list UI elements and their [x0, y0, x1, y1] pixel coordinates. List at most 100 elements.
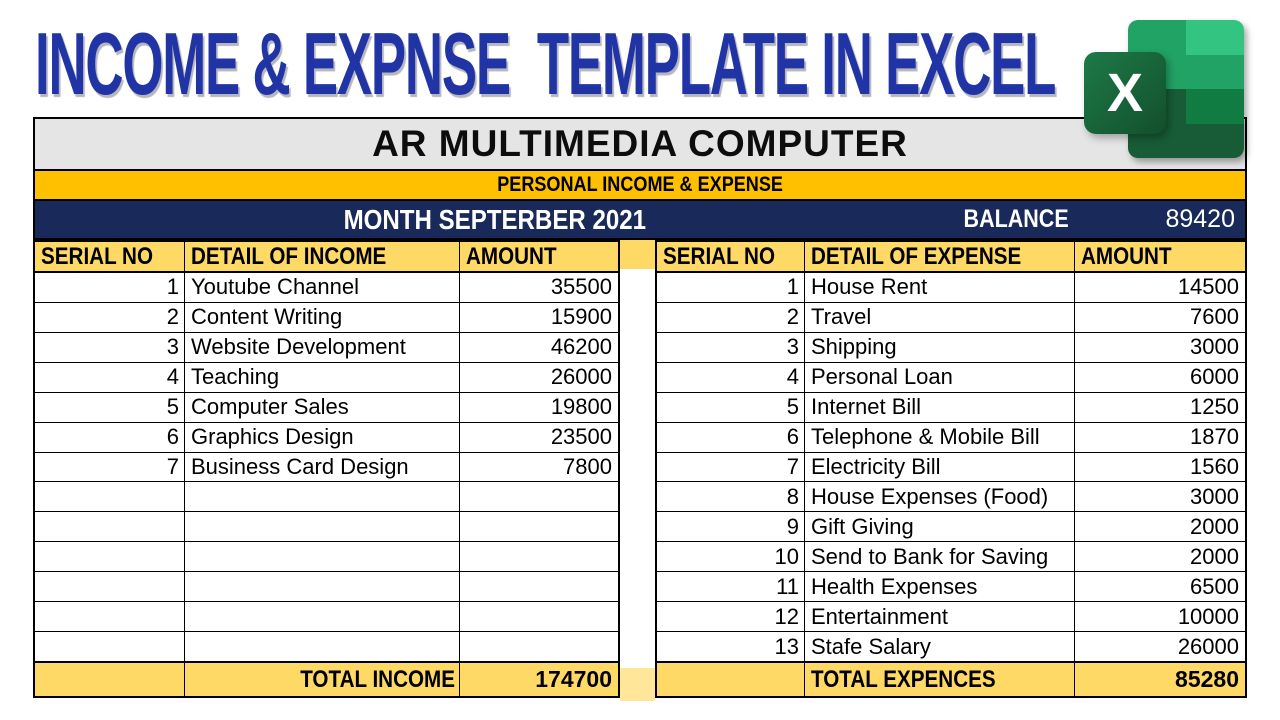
- expense-detail-cell: Entertainment: [805, 602, 1075, 632]
- income-table: SERIAL NO DETAIL OF INCOME AMOUNT 1 Youtu…: [33, 240, 620, 698]
- income-table-row: [35, 572, 618, 603]
- expense-table-row: 1 House Rent 14500: [657, 273, 1245, 303]
- income-amount-cell: [460, 632, 618, 661]
- income-header-serial: SERIAL NO: [35, 242, 185, 271]
- expense-table-row: 2 Travel 7600: [657, 302, 1245, 333]
- expense-table-row: 6 Telephone & Mobile Bill 1870: [657, 422, 1245, 453]
- income-serial-cell: 5: [35, 392, 185, 422]
- excel-x-icon: X: [1084, 52, 1166, 134]
- income-detail-cell: Teaching: [185, 362, 460, 392]
- expense-detail-cell: Travel: [805, 302, 1075, 332]
- expense-serial-cell: 11: [657, 572, 805, 602]
- expense-total-row: TOTAL EXPENCES 85280: [657, 661, 1245, 696]
- expense-table-row: 5 Internet Bill 1250: [657, 392, 1245, 423]
- income-serial-cell: 1: [35, 273, 185, 302]
- expense-table-row: 7 Electricity Bill 1560: [657, 452, 1245, 483]
- income-detail-cell: [185, 572, 460, 602]
- expense-header-serial: SERIAL NO: [657, 242, 805, 271]
- expense-serial-cell: 9: [657, 512, 805, 542]
- expense-amount-cell: 6500: [1190, 573, 1239, 599]
- income-amount-cell: [460, 512, 618, 541]
- expense-total-label: TOTAL EXPENCES: [805, 663, 1075, 696]
- expense-table-row: 11 Health Expenses 6500: [657, 572, 1245, 603]
- expense-serial-cell: 6: [657, 422, 805, 452]
- expense-header-detail: DETAIL OF EXPENSE: [805, 242, 1075, 271]
- expense-detail-cell: Gift Giving: [805, 512, 1075, 542]
- expense-serial-cell: 12: [657, 602, 805, 632]
- income-table-body: 1 Youtube Channel 35500 2 Content Writing 159…: [35, 273, 618, 661]
- subtitle-bar: PERSONAL INCOME & EXPENSE: [33, 171, 1247, 201]
- income-serial-cell: [35, 482, 185, 512]
- tables-row: SERIAL NO DETAIL OF INCOME AMOUNT 1 Youtu…: [33, 240, 1247, 701]
- gap-middle: [620, 269, 655, 665]
- expense-amount-cell: 7600: [1190, 304, 1239, 330]
- expense-table-row: 3 Shipping 3000: [657, 332, 1245, 363]
- income-serial-cell: [35, 632, 185, 661]
- income-table-row: [35, 632, 618, 661]
- income-total-empty-cell: [35, 663, 185, 696]
- expense-table-row: 13 Stafe Salary 26000: [657, 632, 1245, 661]
- expense-detail-cell: Electricity Bill: [805, 452, 1075, 482]
- month-label: MONTH SEPTERBER 2021: [343, 203, 647, 235]
- expense-amount-cell: 14500: [1177, 274, 1239, 300]
- income-detail-cell: [185, 512, 460, 542]
- table-gap-column: [620, 240, 655, 701]
- income-header-amount: AMOUNT: [466, 242, 557, 270]
- income-detail-cell: Website Development: [185, 332, 460, 362]
- expense-amount-cell: 2000: [1190, 513, 1239, 539]
- expense-serial-cell: 4: [657, 362, 805, 392]
- expense-amount-cell: 1870: [1190, 424, 1239, 450]
- expense-detail-cell: Telephone & Mobile Bill: [805, 422, 1075, 452]
- income-amount-cell: [460, 542, 618, 571]
- income-detail-cell: Computer Sales: [185, 392, 460, 422]
- expense-serial-cell: 1: [657, 273, 805, 302]
- income-amount-cell: 26000: [550, 364, 612, 390]
- income-serial-cell: 4: [35, 362, 185, 392]
- income-detail-cell: Youtube Channel: [185, 273, 460, 302]
- income-serial-cell: [35, 512, 185, 542]
- income-header-detail: DETAIL OF INCOME: [185, 242, 460, 271]
- expense-total-value: 85280: [1175, 666, 1239, 692]
- expense-total-empty-cell: [657, 663, 805, 696]
- page-title: INCOME & EXPNSE TEMPLATE IN EXCEL: [35, 14, 1095, 113]
- gap-footer-cap: [620, 668, 655, 701]
- income-table-row: 1 Youtube Channel 35500: [35, 273, 618, 303]
- income-table-row: 6 Graphics Design 23500: [35, 422, 618, 453]
- expense-table-body: 1 House Rent 14500 2 Travel 7600 3 Shipping 3000…: [657, 273, 1245, 661]
- expense-serial-cell: 8: [657, 482, 805, 512]
- income-amount-cell: 19800: [550, 394, 612, 420]
- expense-table-header: SERIAL NO DETAIL OF EXPENSE AMOUNT: [657, 242, 1245, 273]
- expense-amount-cell: 1250: [1190, 394, 1239, 420]
- income-table-row: 3 Website Development 46200: [35, 332, 618, 363]
- expense-amount-cell: 6000: [1190, 364, 1239, 390]
- expense-detail-cell: Send to Bank for Saving: [805, 542, 1075, 572]
- income-serial-cell: 6: [35, 422, 185, 452]
- income-table-row: [35, 602, 618, 633]
- income-detail-cell: [185, 632, 460, 661]
- expense-header-amount: AMOUNT: [1081, 242, 1172, 270]
- expense-detail-cell: Shipping: [805, 332, 1075, 362]
- income-amount-cell: [460, 572, 618, 601]
- excel-sheet-bands: [1186, 20, 1244, 158]
- income-total-value: 174700: [535, 666, 612, 692]
- expense-amount-cell: 3000: [1190, 334, 1239, 360]
- expense-amount-cell: 2000: [1190, 543, 1239, 569]
- income-amount-cell: 46200: [550, 334, 612, 360]
- expense-amount-cell: 26000: [1177, 633, 1239, 659]
- expense-amount-cell: 3000: [1190, 483, 1239, 509]
- month-balance-bar: MONTH SEPTERBER 2021 BALANCE 89420: [33, 201, 1247, 240]
- income-detail-cell: Graphics Design: [185, 422, 460, 452]
- expense-table-row: 9 Gift Giving 2000: [657, 512, 1245, 543]
- income-table-header: SERIAL NO DETAIL OF INCOME AMOUNT: [35, 242, 618, 273]
- income-serial-cell: 2: [35, 302, 185, 332]
- expense-detail-cell: Health Expenses: [805, 572, 1075, 602]
- expense-table: SERIAL NO DETAIL OF EXPENSE AMOUNT 1 Hous…: [655, 240, 1247, 698]
- expense-serial-cell: 3: [657, 332, 805, 362]
- expense-detail-cell: Stafe Salary: [805, 632, 1075, 661]
- income-amount-cell: 35500: [550, 274, 612, 300]
- income-table-row: [35, 482, 618, 513]
- income-serial-cell: [35, 542, 185, 572]
- spreadsheet: AR MULTIMEDIA COMPUTER PERSONAL INCOME &…: [33, 117, 1247, 701]
- expense-serial-cell: 10: [657, 542, 805, 572]
- income-table-row: 4 Teaching 26000: [35, 362, 618, 393]
